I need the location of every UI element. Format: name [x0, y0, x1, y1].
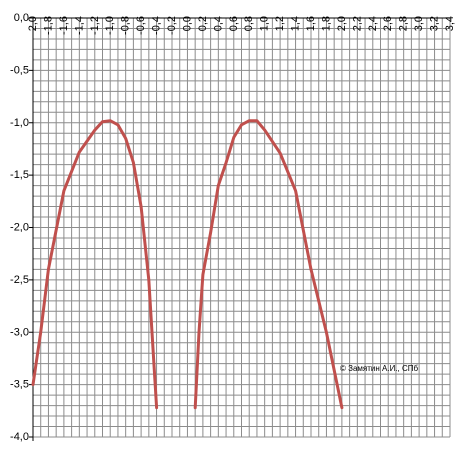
- axes: [29, 17, 450, 441]
- x-tick-label: 2,0: [336, 16, 348, 31]
- x-tick-label: 1,6: [305, 16, 317, 31]
- y-tick-label: 0,0: [14, 12, 29, 24]
- x-tick-label: 2,4: [367, 16, 379, 31]
- y-tick-label: -2,0: [10, 222, 29, 234]
- grid: [32, 17, 451, 438]
- y-tick-label: -2,5: [10, 274, 29, 286]
- x-tick-label: 1,4: [290, 16, 302, 31]
- x-tick-label: -0,6: [135, 16, 147, 35]
- x-tick-label: -1,4: [73, 16, 85, 35]
- x-tick-label: 2,8: [398, 16, 410, 31]
- y-tick-label: -3,5: [10, 379, 29, 391]
- x-tick-label: -2,0: [27, 16, 39, 35]
- x-tick-label: -0,2: [166, 16, 178, 35]
- series-line-2: [193, 119, 344, 410]
- x-tick-label: 2,6: [382, 16, 394, 31]
- x-tick-label: 1,0: [259, 16, 271, 31]
- x-tick-label: -1,2: [89, 16, 101, 35]
- series: [31, 119, 344, 410]
- x-tick-label: 2,2: [351, 16, 363, 31]
- x-tick-label: -1,8: [42, 16, 54, 35]
- x-tick-label: 0,8: [243, 16, 255, 31]
- x-tick-label: 0,4: [212, 16, 224, 31]
- y-tick-label: -4,0: [10, 431, 29, 443]
- x-tick-label: 3,2: [429, 16, 441, 31]
- x-tick-label: 0,0: [181, 16, 193, 31]
- copyright-annotation: © Замятин А.И., СПб: [340, 364, 419, 373]
- x-tick-label: 3,0: [413, 16, 425, 31]
- x-tick-label: -0,4: [151, 16, 163, 35]
- x-tick-label: -1,0: [104, 16, 116, 35]
- y-tick-label: -1,0: [10, 117, 29, 129]
- series-line-1: [31, 119, 159, 410]
- x-tick-label: 0,6: [228, 16, 240, 31]
- x-tick-label: -1,6: [58, 16, 70, 35]
- x-tick-label: 1,2: [274, 16, 286, 31]
- x-tick-label: 3,4: [444, 16, 456, 31]
- x-tick-label: -0,8: [120, 16, 132, 35]
- x-tick-label: 1,8: [320, 16, 332, 31]
- y-tick-label: -0,5: [10, 64, 29, 76]
- x-tick-label: 0,2: [197, 16, 209, 31]
- y-tick-label: -1,5: [10, 169, 29, 181]
- tick-labels: -2,0 -1,8 -1,6 -1,4 -1,2 -1,0 -0,8 -0,6 -0,4 -0,2…: [10, 12, 456, 443]
- y-tick-label: -3,0: [10, 326, 29, 338]
